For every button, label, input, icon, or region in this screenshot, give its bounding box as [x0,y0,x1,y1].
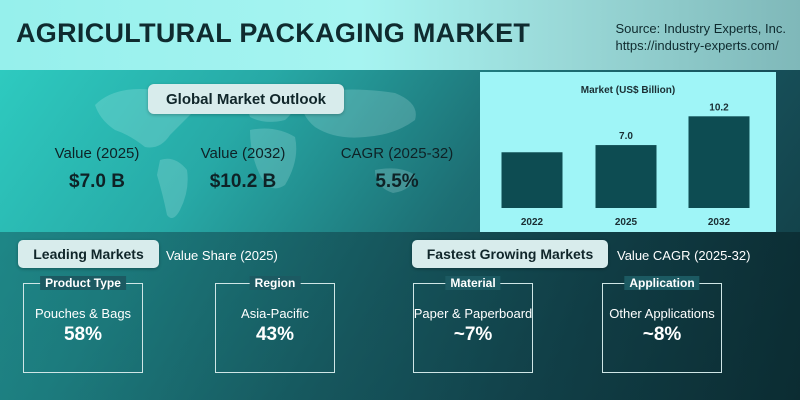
page-title: AGRICULTURAL PACKAGING MARKET [16,18,531,48]
chart-tick-label: 2025 [615,217,638,228]
chart-data-label: 7.0 [619,131,633,142]
chart-title: Market (US$ Billion) [581,85,675,96]
kpi-label: CAGR (2025-32) [340,145,454,162]
leading-markets-badge: Leading Markets [18,240,159,268]
market-bar-chart: Market (US$ Billion) 2022 7.0 2025 10.2 2032 [501,85,750,228]
kpi-value: $10.2 B [209,171,277,192]
chart-data-label: 10.2 [709,102,729,113]
chart-bar-2022 [501,152,563,208]
market-chart-panel: Market (US$ Billion) 2022 7.0 2025 10.2 2032 [480,72,776,232]
segment-card-value: ~8% [642,324,682,345]
fastest-growing-badge: Fastest Growing Markets [412,240,608,268]
leading-markets-subtitle: Value Share (2025) [166,248,278,263]
chart-tick-label: 2032 [708,217,731,228]
outlook-badge: Global Market Outlook [148,84,344,114]
header-band [0,0,800,70]
kpi-value: $7.0 B [69,171,125,192]
segment-card-name: Pouches & Bags [34,306,132,321]
kpi-value-2032: Value (2032) $10.2 B [168,145,318,193]
segment-card-value: 43% [255,324,295,345]
segment-card-label: Product Type [40,276,126,290]
kpi-value-2025: Value (2025) $7.0 B [22,145,172,193]
segment-card-label: Region [249,276,301,290]
source-url[interactable]: https://industry-experts.com/ [615,38,779,53]
kpi-cagr: CAGR (2025-32) 5.5% [322,145,472,193]
source-credit: Source: Industry Experts, Inc. https://i… [615,20,786,54]
kpi-label: Value (2025) [54,145,140,162]
segment-card-label: Application [624,276,700,290]
segment-card-name: Other Applications [609,306,715,321]
kpi-value: 5.5% [375,171,419,192]
fastest-growing-subtitle: Value CAGR (2025-32) [617,248,751,263]
chart-bar-2032 [688,116,750,208]
chart-bar-2025 [595,145,657,208]
chart-tick-label: 2022 [521,217,544,228]
kpi-label: Value (2032) [200,145,286,162]
segment-card-label: Material [445,276,501,290]
segment-card-name: Paper & Paperboard [413,306,533,321]
source-name: Source: Industry Experts, Inc. [615,21,786,36]
segment-card-name: Asia-Pacific [241,306,309,321]
segment-card-value: ~7% [453,324,493,345]
segment-card-value: 58% [63,324,103,345]
